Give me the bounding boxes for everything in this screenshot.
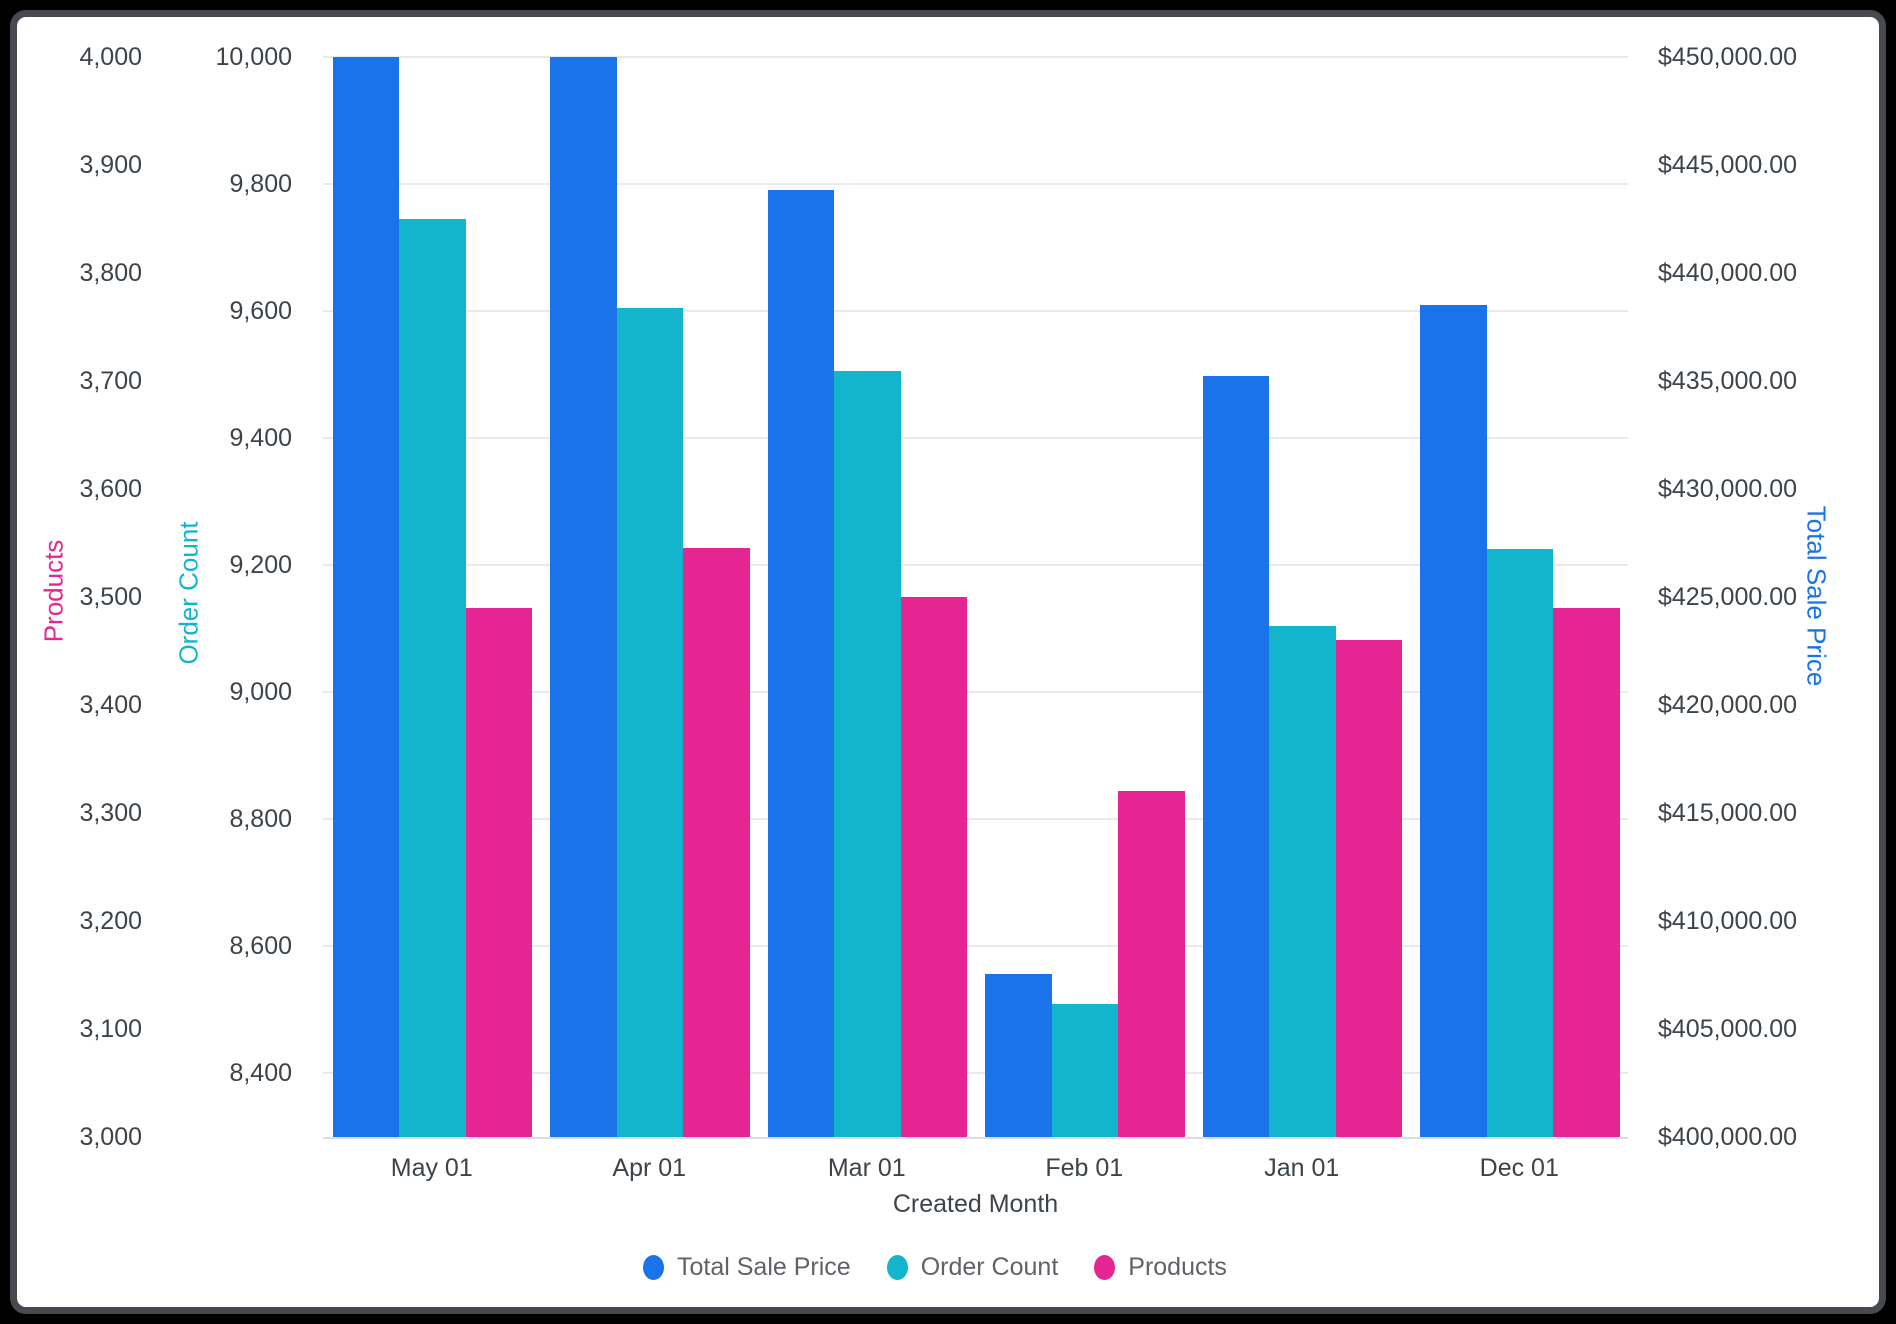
tick-label-order-count: 9,600 <box>229 297 292 326</box>
bar-products-apr-01[interactable] <box>683 548 750 1137</box>
tick-label-total-sale-price: $400,000.00 <box>1658 1123 1798 1151</box>
tick-label-total-sale-price: $450,000.00 <box>1658 43 1798 71</box>
gridline <box>323 818 1628 821</box>
bar-total-sale-price-apr-01[interactable] <box>550 57 617 1137</box>
x-tick-label-mar-01: Mar 01 <box>827 1154 906 1182</box>
gridline <box>323 56 1628 58</box>
bar-total-sale-price-mar-01[interactable] <box>767 189 834 1137</box>
y-axis-title-total-sale-price: Total Sale Price <box>1801 505 1832 687</box>
tick-label-order-count: 9,400 <box>229 424 292 453</box>
tick-label-total-sale-price: $420,000.00 <box>1658 691 1798 719</box>
bar-order-count-may-01[interactable] <box>399 219 466 1137</box>
y-axis-title-order-count: Order Count <box>173 521 204 665</box>
bar-order-count-mar-01[interactable] <box>834 371 901 1137</box>
legend-label: Total Sale Price <box>677 1253 851 1281</box>
gridline <box>323 691 1628 694</box>
tick-label-total-sale-price: $430,000.00 <box>1658 475 1798 503</box>
legend-dot-total-sale-price <box>643 1255 664 1280</box>
gridline <box>323 310 1628 313</box>
tick-label-total-sale-price: $445,000.00 <box>1658 151 1798 179</box>
bar-total-sale-price-dec-01[interactable] <box>1420 305 1487 1137</box>
legend: Total Sale Price Order Count Products <box>643 1253 1227 1282</box>
tick-label-order-count: 9,800 <box>229 170 292 199</box>
bar-products-jan-01[interactable] <box>1335 640 1402 1137</box>
tick-label-order-count: 9,200 <box>229 551 292 580</box>
bar-order-count-jan-01[interactable] <box>1269 625 1336 1137</box>
legend-label: Order Count <box>920 1253 1059 1281</box>
gridline <box>323 945 1628 948</box>
legend-item-products[interactable]: Products <box>1094 1253 1227 1282</box>
tick-label-order-count: 9,000 <box>229 678 292 707</box>
bar-order-count-dec-01[interactable] <box>1486 549 1553 1137</box>
y-axis-title-products: Products <box>38 539 69 643</box>
tick-label-order-count: 10,000 <box>215 43 292 71</box>
tick-label-total-sale-price: $440,000.00 <box>1658 259 1798 287</box>
bar-order-count-feb-01[interactable] <box>1051 1003 1118 1137</box>
x-axis-title: Created Month <box>892 1190 1059 1218</box>
tick-label-total-sale-price: $410,000.00 <box>1658 907 1798 935</box>
x-tick-label-jan-01: Jan 01 <box>1264 1154 1340 1182</box>
bar-total-sale-price-jan-01[interactable] <box>1202 375 1269 1137</box>
tick-label-order-count: 8,400 <box>229 1059 292 1088</box>
tick-label-products: 4,000 <box>79 43 142 71</box>
tick-label-total-sale-price: $405,000.00 <box>1658 1015 1798 1043</box>
legend-item-order-count[interactable]: Order Count <box>886 1253 1059 1282</box>
tick-label-products: 3,900 <box>79 151 142 179</box>
legend-label: Products <box>1128 1253 1227 1281</box>
bar-products-feb-01[interactable] <box>1118 791 1185 1137</box>
tick-label-order-count: 8,800 <box>229 805 292 834</box>
bar-order-count-apr-01[interactable] <box>616 307 683 1137</box>
x-axis-line <box>323 1137 1628 1139</box>
tick-label-products: 3,800 <box>79 259 142 287</box>
bar-products-dec-01[interactable] <box>1553 607 1620 1137</box>
tick-label-products: 3,500 <box>79 583 142 611</box>
tick-label-products: 3,200 <box>79 907 142 935</box>
tick-label-total-sale-price: $435,000.00 <box>1658 367 1798 395</box>
gridline <box>323 437 1628 440</box>
gridline <box>323 1072 1628 1075</box>
bar-products-mar-01[interactable] <box>900 597 967 1137</box>
tick-label-products: 3,600 <box>79 475 142 503</box>
tick-label-order-count: 8,600 <box>229 932 292 961</box>
tick-label-products: 3,700 <box>79 367 142 395</box>
x-tick-label-feb-01: Feb 01 <box>1045 1154 1124 1182</box>
tick-label-products: 3,100 <box>79 1015 142 1043</box>
x-tick-label-may-01: May 01 <box>390 1154 473 1182</box>
x-tick-label-dec-01: Dec 01 <box>1479 1154 1559 1182</box>
tick-label-total-sale-price: $425,000.00 <box>1658 583 1798 611</box>
legend-dot-products <box>1094 1255 1116 1280</box>
bar-total-sale-price-feb-01[interactable] <box>985 973 1052 1137</box>
tick-label-products: 3,300 <box>79 799 142 827</box>
tick-label-total-sale-price: $415,000.00 <box>1658 799 1798 827</box>
legend-dot-order-count <box>886 1255 908 1280</box>
legend-item-total-sale-price[interactable]: Total Sale Price <box>643 1253 851 1282</box>
bar-products-may-01[interactable] <box>465 607 532 1137</box>
gridline <box>323 183 1628 186</box>
x-tick-label-apr-01: Apr 01 <box>612 1154 687 1182</box>
tick-label-products: 3,000 <box>79 1123 142 1151</box>
tick-label-products: 3,400 <box>79 691 142 719</box>
gridline <box>323 564 1628 567</box>
bar-total-sale-price-may-01[interactable] <box>332 57 399 1137</box>
